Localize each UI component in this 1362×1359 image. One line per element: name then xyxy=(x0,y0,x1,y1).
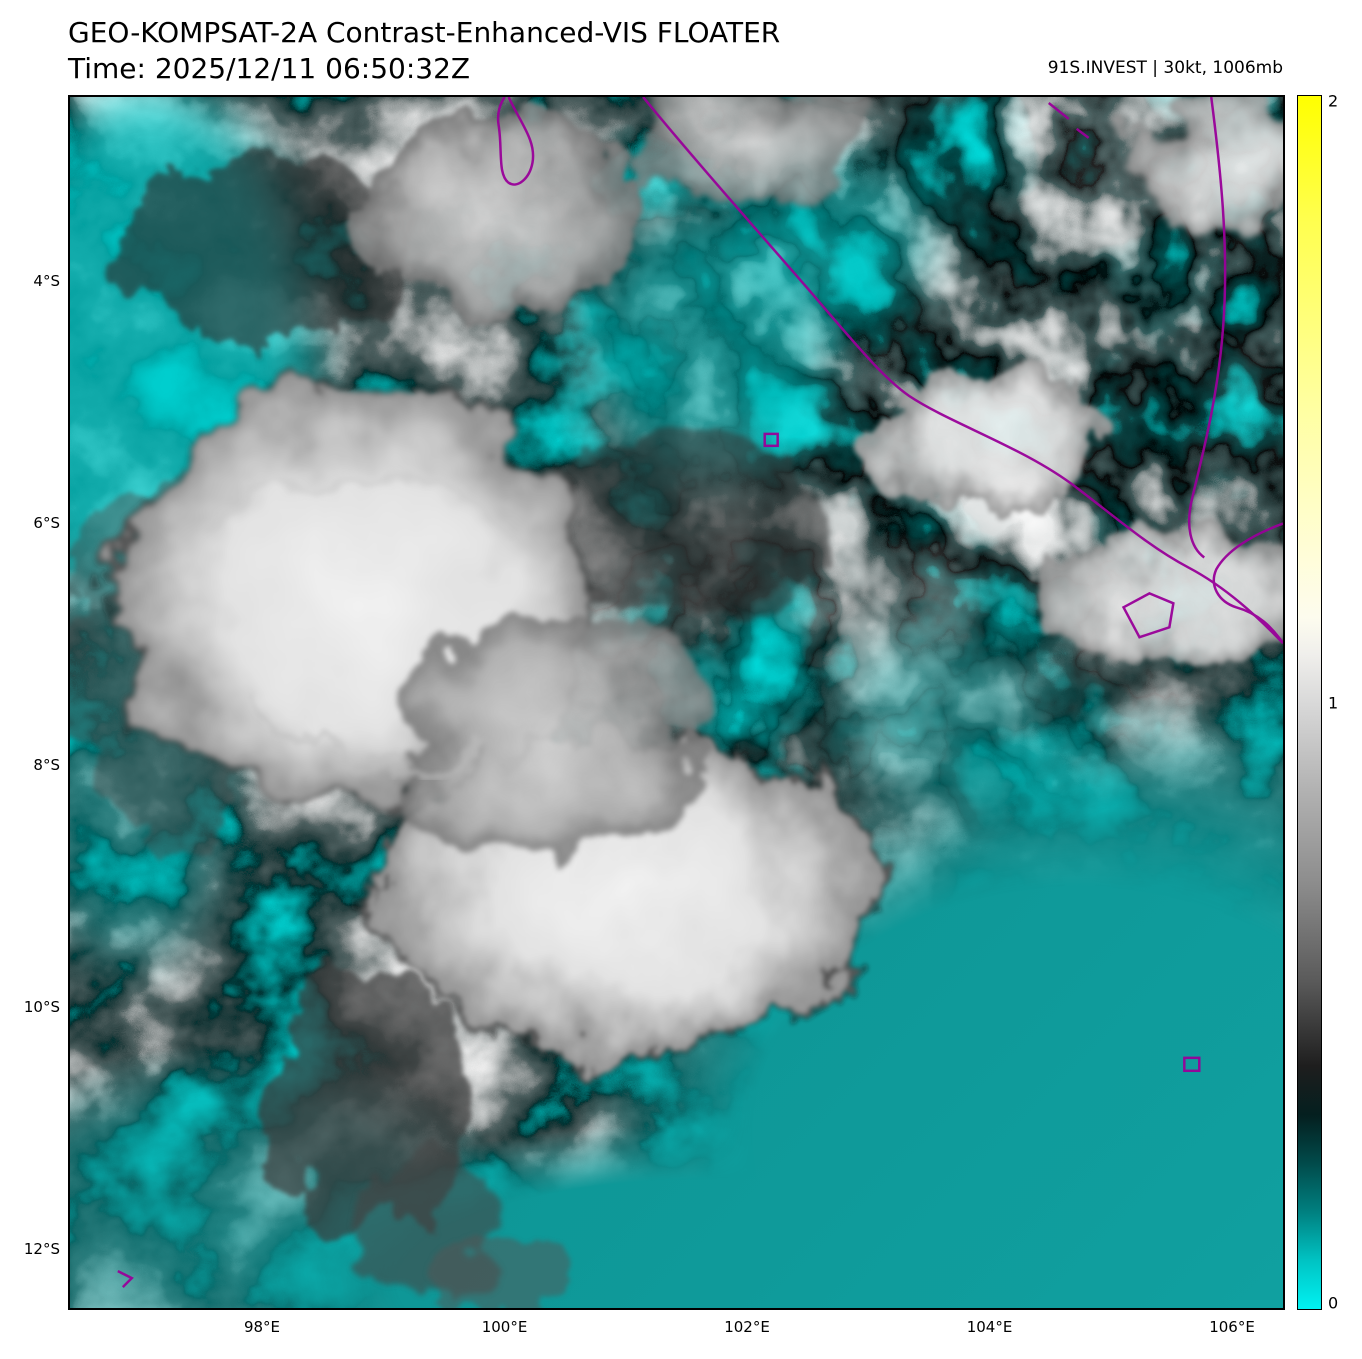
colorbar-tick-label-top: 2 xyxy=(1328,91,1339,111)
x-axis-label: 98°E xyxy=(243,1318,281,1336)
x-axis-label: 106°E xyxy=(1209,1318,1255,1336)
page-title: GEO-KOMPSAT-2A Contrast-Enhanced-VIS FLO… xyxy=(68,16,781,49)
colorbar xyxy=(1297,95,1322,1310)
coastline-paths xyxy=(117,97,1283,1288)
timestamp-label: Time: 2025/12/11 06:50:32Z xyxy=(68,52,471,85)
y-axis-label: 10°S xyxy=(23,998,60,1016)
x-axis-label: 104°E xyxy=(966,1318,1013,1336)
satellite-image-panel: Copyright © 2020-2025 Dapiya xyxy=(68,95,1285,1310)
white-cloud-masses xyxy=(116,97,1283,1058)
colorbar-tick-label-middle: 1 xyxy=(1328,693,1339,713)
x-axis-label: 102°E xyxy=(724,1318,770,1336)
storm-info-label: 91S.INVEST | 30kt, 1006mb xyxy=(1047,58,1283,78)
colorbar-tick-label-bottom: 0 xyxy=(1328,1293,1339,1313)
y-axis-label: 6°S xyxy=(33,514,60,532)
y-axis-label: 12°S xyxy=(23,1240,60,1258)
y-axis-label: 4°S xyxy=(33,272,60,290)
x-axis-label: 100°E xyxy=(481,1318,528,1336)
satellite-image xyxy=(70,97,1283,1308)
y-axis-label: 8°S xyxy=(33,756,60,774)
